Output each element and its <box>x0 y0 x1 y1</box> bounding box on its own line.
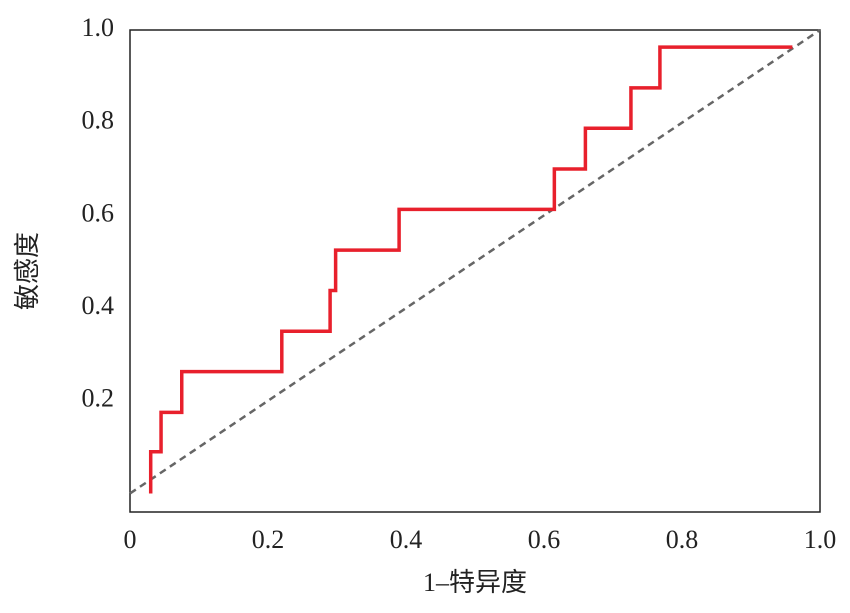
y-tick-label: 0.2 <box>82 384 115 413</box>
x-tick-label: 0.2 <box>252 525 285 554</box>
y-tick-label: 1.0 <box>82 13 115 42</box>
y-tick-label: 0.4 <box>82 291 115 320</box>
y-tick-label: 0.6 <box>82 198 115 227</box>
x-tick-label: 0.6 <box>528 525 561 554</box>
x-tick-label: 1.0 <box>804 525 837 554</box>
y-axis-label: 敏感度 <box>13 232 42 310</box>
reference-diagonal <box>129 28 821 495</box>
roc-curve <box>148 45 793 494</box>
plot-frame <box>129 29 821 513</box>
x-tick-label: 0 <box>124 525 137 554</box>
x-axis-label: 1–特异度 <box>423 568 527 597</box>
x-tick-label: 0.8 <box>666 525 699 554</box>
x-tick-label: 0.4 <box>390 525 423 554</box>
y-tick-label: 0.8 <box>82 106 115 135</box>
